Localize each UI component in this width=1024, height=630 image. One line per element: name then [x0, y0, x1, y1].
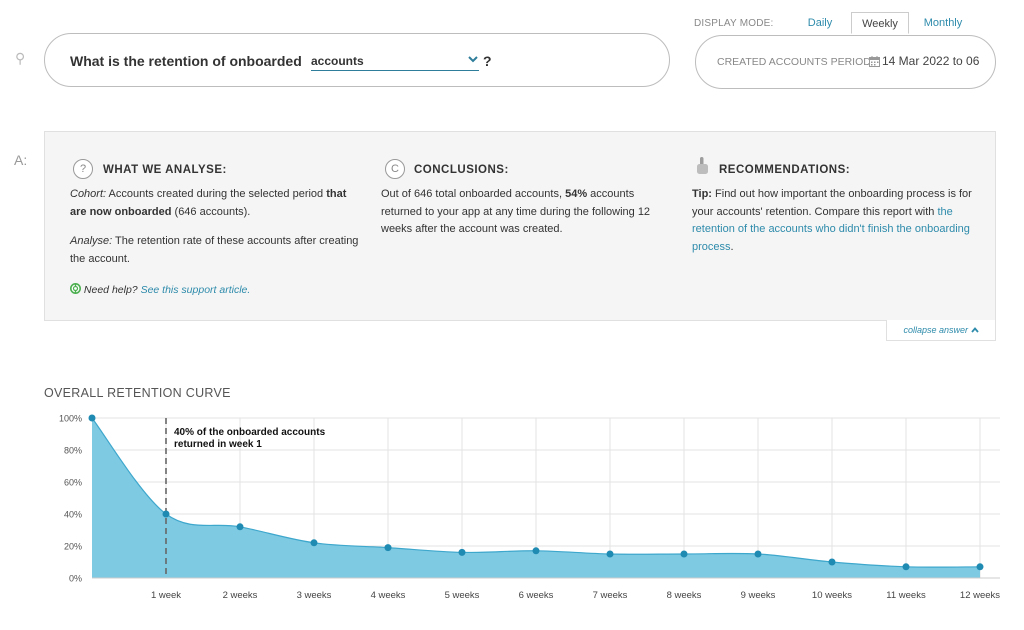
compare-report-link[interactable]: the retention of the accounts who didn't…: [692, 205, 970, 253]
blank-box: [507, 48, 535, 76]
entity-select-value: accounts: [311, 54, 364, 68]
recommendations-heading: RECOMMENDATIONS:: [719, 164, 851, 176]
retention-area: [92, 418, 980, 578]
data-point: [458, 548, 466, 556]
data-point: [162, 510, 170, 518]
period-label: CREATED ACCOUNTS PERIOD:: [717, 56, 874, 68]
question-box: [44, 33, 670, 87]
x-tick-label: 7 weeks: [593, 590, 628, 601]
answer-prefix: A:: [14, 152, 28, 168]
tab-monthly[interactable]: Monthly: [923, 17, 963, 29]
data-point: [976, 563, 984, 571]
entity-select[interactable]: accounts: [311, 53, 479, 71]
data-point: [88, 414, 96, 422]
help-line: Need help? See this support article.: [70, 282, 250, 300]
tab-daily[interactable]: Daily: [807, 17, 833, 29]
data-point: [384, 544, 392, 552]
y-tick-label: 100%: [59, 414, 82, 424]
lifebuoy-icon: [70, 283, 81, 294]
x-tick-label: 3 weeks: [297, 590, 332, 601]
chevron-down-icon: [468, 56, 478, 63]
period-value: 14 Mar 2022 to 06: [882, 54, 980, 68]
analyse-text: Analyse: The retention rate of these acc…: [70, 235, 359, 265]
question-circle-icon: ?: [73, 159, 93, 179]
x-tick-label: 2 weeks: [223, 590, 258, 601]
x-tick-label: 9 weeks: [741, 590, 776, 601]
y-tick-label: 40%: [64, 510, 82, 520]
data-point: [310, 539, 318, 547]
x-tick-label: 12 weeks: [960, 590, 1000, 601]
y-tick-label: 80%: [64, 446, 82, 456]
data-point: [902, 563, 910, 571]
annotation-text: returned in week 1: [174, 439, 262, 450]
x-tick-label: 4 weeks: [371, 590, 406, 601]
question-mark: ?: [483, 53, 492, 69]
data-point: [606, 550, 614, 558]
hand-pointer-icon: [697, 157, 708, 174]
chart-title: OVERALL RETENTION CURVE: [44, 386, 231, 400]
chevron-up-icon: [970, 327, 979, 333]
data-point: [828, 558, 836, 566]
tab-weekly[interactable]: Weekly: [851, 12, 909, 34]
conclusions-heading: CONCLUSIONS:: [414, 164, 509, 176]
analyse-heading: WHAT WE ANALYSE:: [103, 164, 227, 176]
conclusions-text: Out of 646 total onboarded accounts, 54%…: [381, 188, 651, 235]
data-point: [754, 550, 762, 558]
period-selector[interactable]: CREATED ACCOUNTS PERIOD: 14 Mar 2022 to …: [695, 35, 996, 89]
help-label: Need help?: [83, 284, 138, 296]
search-icon: ⚲: [15, 50, 26, 66]
cohort-text: Cohort: Accounts created during the sele…: [70, 188, 347, 218]
y-tick-label: 60%: [64, 478, 82, 488]
x-tick-label: 10 weeks: [812, 590, 852, 601]
x-tick-label: 8 weeks: [667, 590, 702, 601]
conclusions-icon: C: [385, 159, 405, 179]
data-point: [680, 550, 688, 558]
display-mode-label: DISPLAY MODE:: [694, 18, 774, 29]
recommendations-text: Tip: Find out how important the onboardi…: [692, 188, 972, 253]
collapse-answer-label: collapse answer: [903, 325, 969, 335]
x-tick-label: 6 weeks: [519, 590, 554, 601]
y-tick-label: 0%: [69, 574, 82, 584]
retention-chart: 0% 20% 40% 60% 80% 100% 1 week 2 weeks 3 weeks 4 …: [59, 414, 1000, 602]
answer-panel: [44, 131, 996, 321]
support-article-link[interactable]: See this support article.: [140, 284, 251, 296]
collapse-answer-button[interactable]: collapse answer: [886, 320, 996, 341]
x-tick-label: 1 week: [151, 590, 181, 601]
data-point: [532, 547, 540, 555]
data-point: [236, 523, 244, 531]
question-prefix: ⚲Q:: [15, 50, 25, 67]
annotation-text: 40% of the onboarded accounts: [174, 427, 326, 438]
x-tick-label: 5 weeks: [445, 590, 480, 601]
x-tick-label: 11 weeks: [886, 590, 926, 601]
calendar-icon: [869, 56, 880, 67]
y-tick-label: 20%: [64, 542, 82, 552]
question-text: What is the retention of onboarded: [70, 53, 302, 69]
